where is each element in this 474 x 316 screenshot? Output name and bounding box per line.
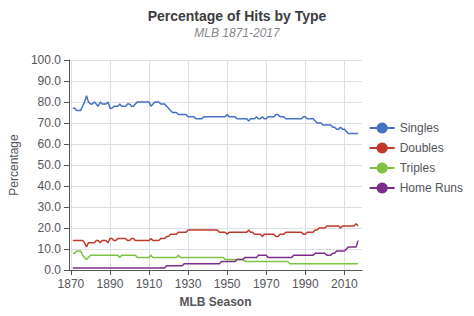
svg-text:Percentage: Percentage [7, 134, 21, 196]
svg-text:Percentage of Hits by Type: Percentage of Hits by Type [148, 8, 327, 24]
svg-text:50.0: 50.0 [38, 158, 62, 172]
svg-text:100.0: 100.0 [31, 53, 61, 67]
svg-text:1930: 1930 [175, 277, 202, 291]
svg-text:30.0: 30.0 [38, 200, 62, 214]
svg-text:40.0: 40.0 [38, 179, 62, 193]
svg-text:MLB Season: MLB Season [179, 295, 251, 309]
svg-text:10.0: 10.0 [38, 242, 62, 256]
svg-text:70.0: 70.0 [38, 116, 62, 130]
svg-text:MLB 1871-2017: MLB 1871-2017 [194, 26, 281, 40]
svg-text:2010: 2010 [331, 277, 358, 291]
svg-text:Home Runs: Home Runs [400, 181, 463, 195]
svg-text:1970: 1970 [253, 277, 280, 291]
svg-text:1870: 1870 [58, 277, 85, 291]
svg-text:20.0: 20.0 [38, 221, 62, 235]
svg-text:90.0: 90.0 [38, 74, 62, 88]
svg-text:1990: 1990 [292, 277, 319, 291]
svg-text:1910: 1910 [136, 277, 163, 291]
svg-text:80.0: 80.0 [38, 95, 62, 109]
svg-text:Singles: Singles [400, 121, 439, 135]
svg-text:Triples: Triples [400, 161, 436, 175]
svg-text:1950: 1950 [214, 277, 241, 291]
svg-text:60.0: 60.0 [38, 137, 62, 151]
svg-text:1890: 1890 [97, 277, 124, 291]
svg-text:0.0: 0.0 [44, 263, 61, 277]
svg-text:Doubles: Doubles [400, 141, 444, 155]
